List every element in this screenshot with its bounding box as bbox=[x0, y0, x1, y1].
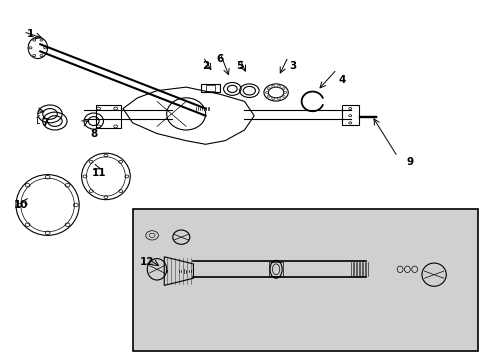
Text: 11: 11 bbox=[91, 168, 106, 178]
Text: 12: 12 bbox=[140, 257, 154, 267]
Bar bbox=[268, 262, 283, 276]
Circle shape bbox=[33, 39, 36, 41]
Text: 7: 7 bbox=[41, 118, 49, 128]
Text: 6: 6 bbox=[216, 54, 224, 64]
Bar bbox=[341, 105, 358, 125]
FancyBboxPatch shape bbox=[132, 208, 477, 351]
Text: 5: 5 bbox=[236, 61, 243, 71]
Circle shape bbox=[271, 98, 274, 100]
Bar bbox=[205, 85, 215, 91]
Circle shape bbox=[265, 91, 268, 94]
Circle shape bbox=[282, 87, 285, 90]
Circle shape bbox=[277, 85, 280, 87]
Text: 1: 1 bbox=[27, 28, 34, 39]
Circle shape bbox=[266, 95, 269, 97]
Circle shape bbox=[271, 85, 274, 87]
Circle shape bbox=[33, 54, 36, 57]
Text: 10: 10 bbox=[14, 200, 28, 210]
Circle shape bbox=[29, 47, 32, 49]
Circle shape bbox=[43, 47, 46, 49]
Circle shape bbox=[266, 87, 269, 90]
Circle shape bbox=[277, 98, 280, 100]
Bar bbox=[201, 84, 220, 93]
Circle shape bbox=[282, 95, 285, 97]
Text: 2: 2 bbox=[202, 61, 209, 71]
Text: 8: 8 bbox=[90, 129, 97, 139]
Circle shape bbox=[40, 54, 43, 57]
Circle shape bbox=[40, 39, 43, 41]
Text: 3: 3 bbox=[289, 61, 296, 71]
Text: 4: 4 bbox=[337, 75, 345, 85]
Bar bbox=[96, 105, 120, 128]
Circle shape bbox=[284, 91, 286, 94]
Text: 9: 9 bbox=[406, 157, 412, 167]
